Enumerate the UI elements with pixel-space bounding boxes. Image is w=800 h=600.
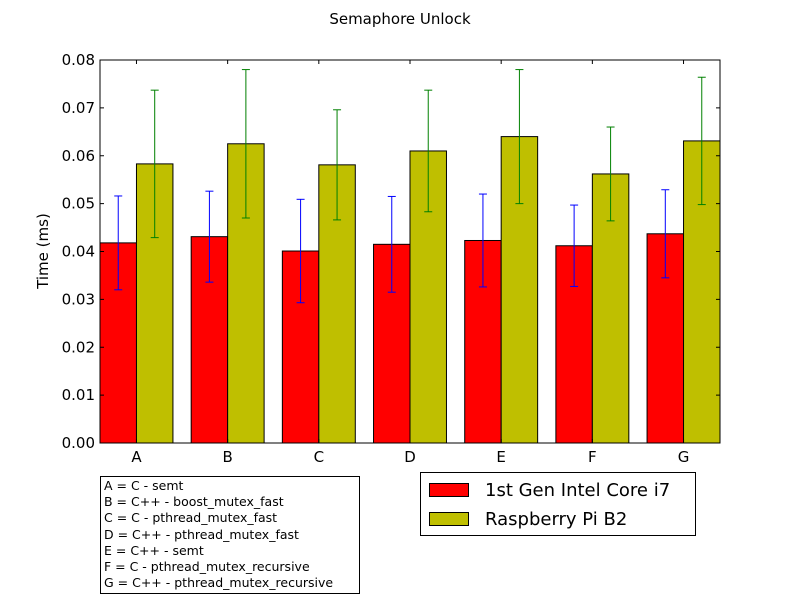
- y-tick-label-8: 0.08: [62, 51, 95, 69]
- x-tick-label-g: G: [678, 448, 690, 466]
- y-tick-label-0: 0.00: [62, 434, 95, 452]
- note-f: F = C - pthread_mutex_recursive: [104, 559, 310, 575]
- category-notes-box: A = C - semt B = C++ - boost_mutex_fast …: [100, 476, 360, 594]
- note-d: D = C++ - pthread_mutex_fast: [104, 526, 299, 542]
- plot-area-frame: [99, 59, 721, 444]
- y-tick-label-1: 0.01: [62, 386, 95, 404]
- note-b: B = C++ - boost_mutex_fast: [104, 494, 284, 510]
- chart-title: Semaphore Unlock: [329, 10, 471, 28]
- legend-item-intel: 1st Gen Intel Core i7: [429, 479, 670, 501]
- x-tick-label-e: E: [496, 448, 505, 466]
- bars-layer: [99, 136, 721, 444]
- x-tick-label-c: C: [314, 448, 324, 466]
- y-axis-label: Time (ms): [34, 213, 52, 290]
- legend-label-raspberry: Raspberry Pi B2: [485, 508, 628, 530]
- x-tick-label-f: F: [588, 448, 597, 466]
- y-tick-label-7: 0.07: [62, 99, 95, 117]
- x-tick-label-b: B: [222, 448, 232, 466]
- note-e: E = C++ - semt: [104, 542, 204, 558]
- x-tick-label-a: A: [131, 448, 142, 466]
- y-tick-label-4: 0.04: [62, 243, 95, 261]
- legend-item-raspberry: Raspberry Pi B2: [429, 508, 627, 530]
- legend: 1st Gen Intel Core i7 Raspberry Pi B2: [420, 472, 696, 536]
- note-a: A = C - semt: [104, 478, 184, 493]
- y-tick-label-6: 0.06: [62, 147, 95, 165]
- y-tick-label-5: 0.05: [62, 195, 95, 213]
- legend-label-intel: 1st Gen Intel Core i7: [485, 479, 671, 501]
- y-axis-ticks: 0.00 0.01 0.02 0.03 0.04 0.05 0.06 0.07 0.08: [62, 51, 720, 452]
- y-tick-label-3: 0.03: [62, 290, 95, 308]
- legend-swatch-intel: [429, 483, 469, 497]
- note-c: C = C - pthread_mutex_fast: [104, 510, 278, 526]
- note-g: G = C++ - pthread_mutex_recursive: [104, 575, 334, 591]
- x-axis-ticks: A B C D E F G: [131, 60, 689, 466]
- x-tick-label-d: D: [404, 448, 416, 466]
- legend-swatch-raspberry: [429, 512, 469, 526]
- error-bars-layer: [114, 69, 706, 304]
- y-tick-label-2: 0.02: [62, 338, 95, 356]
